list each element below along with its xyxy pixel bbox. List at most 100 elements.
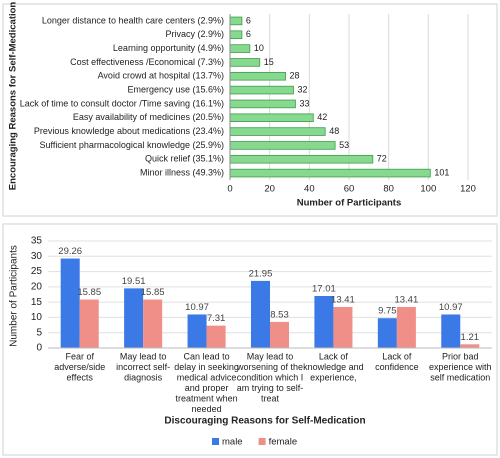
- bar: [229, 71, 286, 81]
- legend-label: female: [269, 437, 298, 448]
- bar: [229, 44, 251, 53]
- legend-swatch: [212, 438, 219, 445]
- bar: [229, 168, 431, 178]
- y-tick-label: Avoid crowd at hospital (13.7%): [98, 71, 224, 81]
- value-label: 17.01: [312, 284, 336, 295]
- bar: [333, 307, 353, 348]
- x-tick-label: Lack of: [382, 351, 412, 361]
- x-tick-label: 20: [264, 184, 275, 195]
- x-tick-label: experience with: [429, 362, 492, 372]
- bar: [206, 325, 226, 348]
- x-tick-label: condition which I: [237, 372, 304, 382]
- bar: [229, 85, 294, 95]
- x-tick-label: 120: [460, 184, 476, 195]
- y-tick-label: Sufficient pharmacological knowledge (25…: [40, 140, 224, 150]
- y-axis-title: Encouraging Reasons for Self-Medication: [8, 2, 19, 191]
- value-label: 42: [317, 112, 327, 122]
- y-tick-label: 25: [31, 266, 43, 277]
- x-tick-label: May lead to: [247, 351, 294, 361]
- y-tick-label: 35: [31, 236, 43, 247]
- x-tick-label: adverse/side: [54, 362, 105, 372]
- x-tick-label: am trying to self-: [237, 383, 304, 393]
- y-tick-label: 30: [31, 251, 43, 262]
- bar: [187, 314, 207, 348]
- bar: [229, 30, 243, 40]
- x-tick-label: delay in seeking: [174, 362, 239, 372]
- value-label: 101: [434, 167, 449, 177]
- x-tick-label: Fear of: [65, 351, 94, 361]
- x-tick-label: treat: [261, 393, 280, 403]
- y-tick-label: Privacy (2.9%): [165, 29, 224, 39]
- y-tick-label: Quick relief (35.1%): [145, 154, 224, 164]
- value-label: 53: [339, 140, 349, 150]
- bar: [250, 280, 270, 348]
- x-tick-label: self medication: [430, 372, 490, 382]
- y-tick-label: 20: [31, 281, 43, 292]
- x-tick-label: 40: [304, 184, 315, 195]
- bar: [270, 321, 290, 348]
- value-label: 1.21: [461, 332, 480, 343]
- x-tick-label: treatment when: [176, 393, 238, 403]
- x-tick-label: Can lead to: [184, 351, 230, 361]
- y-tick-label: 15: [31, 297, 43, 308]
- bar: [124, 288, 144, 348]
- y-axis-title: Number of Participants: [9, 245, 20, 347]
- x-tick-label: medical advice: [177, 372, 237, 382]
- bar: [396, 307, 416, 348]
- value-label: 19.51: [122, 276, 146, 287]
- bar: [460, 344, 480, 348]
- bar: [229, 99, 296, 109]
- x-tick-label: worsening of the: [236, 362, 303, 372]
- value-label: 28: [290, 71, 300, 81]
- value-label: 21.95: [249, 268, 273, 279]
- y-tick-label: 5: [36, 327, 42, 338]
- x-tick-label: incorrect self-: [116, 362, 170, 372]
- value-label: 7.31: [207, 313, 226, 324]
- bar: [79, 299, 99, 348]
- bar: [229, 58, 261, 67]
- x-tick-label: diagnosis: [124, 372, 163, 382]
- value-label: 10.97: [439, 302, 463, 313]
- bar: [143, 299, 163, 348]
- y-tick-label: Emergency use (15.6%): [127, 84, 224, 94]
- value-label: 6: [246, 29, 251, 39]
- bar: [229, 16, 243, 26]
- value-label: 10.97: [185, 302, 209, 313]
- legend-label: male: [222, 437, 243, 448]
- x-tick-label: Lack of: [319, 351, 349, 361]
- value-label: 10: [254, 43, 264, 53]
- bar: [229, 154, 374, 164]
- top-panel: [2, 3, 498, 217]
- legend-swatch: [258, 438, 266, 445]
- x-tick-label: effects: [67, 372, 94, 382]
- bar: [229, 113, 314, 123]
- x-tick-label: needed: [192, 404, 222, 414]
- x-tick-label: Prior bad: [442, 351, 479, 361]
- value-label: 9.75: [378, 306, 397, 317]
- x-tick-label: May lead to: [120, 351, 167, 361]
- x-tick-label: 0: [227, 184, 232, 195]
- value-label: 32: [297, 84, 307, 94]
- x-tick-label: confidence: [375, 362, 419, 372]
- y-tick-label: Cost effectiveness /Economical (7.3%): [70, 57, 224, 67]
- bar: [314, 295, 334, 348]
- x-tick-label: 100: [420, 184, 436, 195]
- x-tick-label: and proper: [185, 383, 229, 393]
- y-tick-label: Minor illness (49.3%): [140, 167, 224, 177]
- y-tick-label: Lack of time to consult doctor /Time sav…: [20, 98, 224, 108]
- value-label: 15: [264, 57, 274, 67]
- bar: [377, 318, 397, 348]
- bar: [60, 258, 80, 348]
- value-label: 72: [377, 154, 387, 164]
- value-label: 48: [329, 126, 339, 136]
- value-label: 15.85: [141, 287, 165, 298]
- y-tick-label: 0: [36, 343, 42, 354]
- y-tick-label: 10: [31, 312, 43, 323]
- y-tick-label: Previous knowledge about medications (23…: [34, 126, 224, 136]
- x-tick-label: experience,: [310, 372, 357, 382]
- x-tick-label: 80: [383, 184, 394, 195]
- value-label: 13.41: [331, 295, 355, 306]
- value-label: 6: [246, 15, 251, 25]
- bar: [441, 314, 461, 348]
